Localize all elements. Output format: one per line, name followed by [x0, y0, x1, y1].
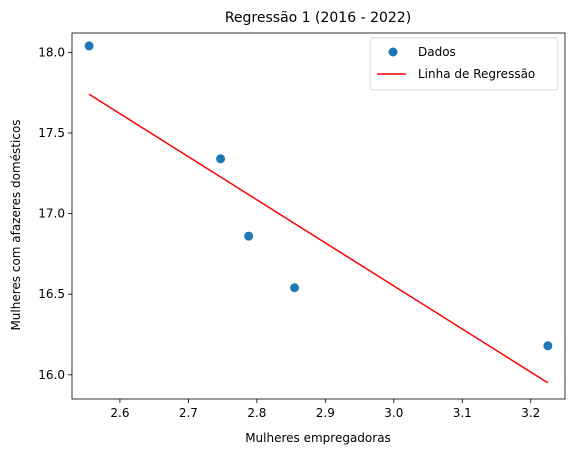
axes-frame [71, 32, 566, 400]
legend-label: Dados [418, 45, 456, 59]
x-tick-label: 3.2 [521, 406, 540, 420]
regression-line [88, 93, 549, 384]
y-tick-label: 18.0 [38, 45, 65, 59]
chart-title: Regressão 1 (2016 - 2022) [225, 10, 411, 26]
y-tick-label: 16.5 [38, 287, 65, 301]
data-point [244, 231, 254, 241]
legend-marker-dados [388, 47, 398, 57]
data-point [290, 283, 300, 293]
x-tick-label: 3.1 [453, 406, 472, 420]
y-tick-label: 17.5 [38, 126, 65, 140]
legend: Dados Linha de Regressão [369, 37, 559, 91]
x-tick-label: 2.9 [316, 406, 335, 420]
x-tick-label: 2.8 [247, 406, 266, 420]
legend-box [369, 37, 559, 91]
x-tick-label: 2.6 [110, 406, 129, 420]
x-tick-label: 2.7 [179, 406, 198, 420]
plot-area: 2.6 2.7 2.8 2.9 3.0 3.1 3.2 16.0 16.5 17.0 17.5 18.… [38, 32, 566, 420]
y-tick-label: 16.0 [38, 368, 65, 382]
legend-label: Linha de Regressão [418, 67, 535, 81]
data-point [216, 154, 226, 164]
x-tick-label: 3.0 [384, 406, 403, 420]
x-axis-label: Mulheres empregadoras [245, 431, 391, 445]
y-axis-label: Mulheres com afazeres domésticos [9, 119, 23, 330]
y-tick-label: 17.0 [38, 207, 65, 221]
data-point [543, 341, 553, 351]
data-point [84, 41, 94, 51]
